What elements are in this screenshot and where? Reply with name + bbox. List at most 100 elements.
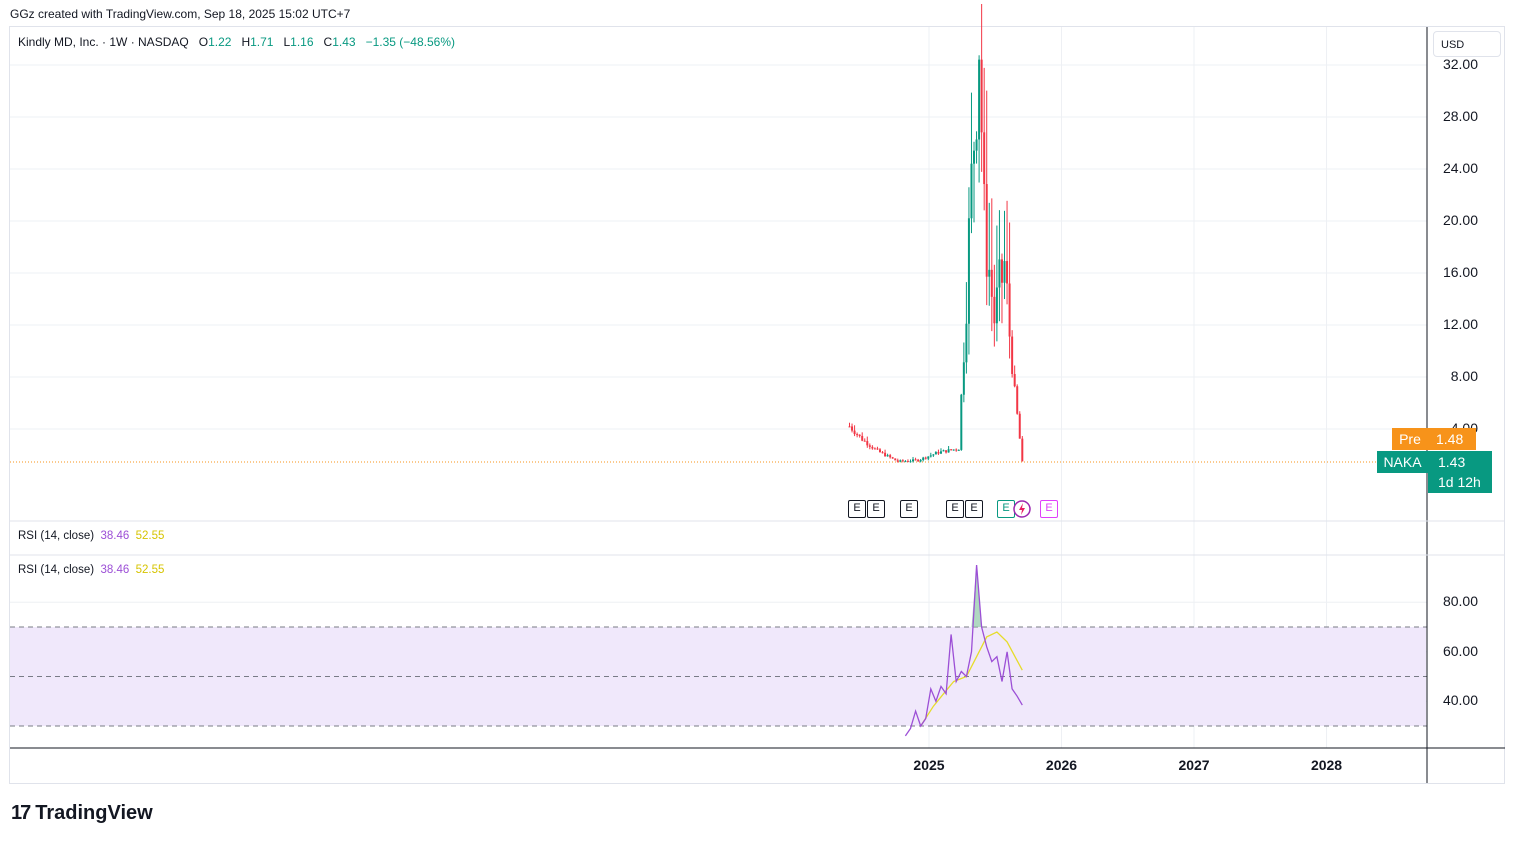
tradingview-logo-mark: 17	[11, 802, 31, 824]
candle-body	[853, 430, 856, 435]
rsi-ma-value: 52.55	[135, 564, 165, 576]
rsi-tick-label: 60.00	[1442, 642, 1478, 659]
dividend-event-icon[interactable]	[1012, 499, 1032, 519]
rsi-ma-line	[920, 631, 1023, 727]
rsi-ma-value: 52.55	[135, 530, 165, 542]
candle-body	[1000, 259, 1003, 283]
candle-body	[1006, 261, 1009, 284]
candle-body	[973, 150, 976, 164]
rsi-band-fill	[10, 627, 1426, 726]
price-tick-label: 20.00	[1442, 212, 1478, 228]
rsi-label: RSI (14, close)	[18, 564, 95, 576]
low-label: L	[283, 35, 291, 49]
rsi-legend[interactable]: RSI (14, close) 38.46 52.55	[18, 564, 164, 576]
currency-selector[interactable]: USD	[1433, 31, 1501, 57]
candle-body	[945, 450, 948, 453]
candle-body	[878, 449, 881, 453]
candle-body	[957, 449, 960, 451]
candle-body	[899, 460, 902, 462]
candle-body	[947, 449, 950, 453]
low-value: 1.16	[290, 35, 314, 49]
earnings-event-icon[interactable]: E	[900, 500, 918, 518]
rsi-line	[904, 565, 1023, 737]
candle-body	[884, 452, 887, 457]
symbol-legend[interactable]: Kindly MD, Inc. · 1W · NASDAQ O1.22 H1.7…	[18, 35, 455, 49]
candle-body	[922, 457, 925, 460]
candle-body	[934, 452, 937, 455]
candle-body	[886, 455, 889, 457]
candle-body	[868, 445, 871, 447]
candle-body	[980, 59, 983, 133]
candle-body	[863, 440, 866, 442]
earnings-event-icon[interactable]: E	[965, 500, 983, 518]
close-value: 1.43	[332, 35, 356, 49]
bar-countdown: 1d 12h	[1438, 474, 1481, 490]
candle-body	[851, 426, 854, 431]
candle-body	[1016, 386, 1019, 414]
candle-body	[848, 426, 851, 428]
candle-body	[983, 132, 986, 185]
earnings-event-icon[interactable]: E	[946, 500, 964, 518]
price-tick-label: 32.00	[1442, 56, 1478, 72]
candle-body	[937, 452, 940, 454]
premarket-price: 1.48	[1428, 428, 1476, 450]
premarket-label: Pre	[1392, 428, 1428, 450]
price-tick-label: 12.00	[1442, 316, 1478, 332]
candle-body	[901, 460, 904, 462]
rsi-tick-label: 40.00	[1442, 692, 1478, 709]
rsi-guide-lines	[10, 626, 1427, 727]
change-value: −1.35 (−48.56%)	[365, 35, 455, 49]
last-price-tag: 1.43 1d 12h	[1428, 451, 1492, 493]
candle-body	[909, 461, 912, 463]
rsi-value: 38.46	[100, 530, 130, 542]
candle-body	[942, 450, 945, 452]
rsi-value: 38.46	[100, 564, 130, 576]
candle-body	[1021, 438, 1024, 462]
candles	[848, 4, 1024, 463]
candle-body	[914, 459, 917, 461]
candle-body	[866, 441, 869, 446]
rsi-legend-collapsed[interactable]: RSI (14, close) 38.46 52.55	[18, 530, 164, 542]
candle-body	[856, 434, 859, 436]
tradingview-logo-text: TradingView	[35, 802, 153, 824]
symbol-name[interactable]: Kindly MD, Inc. · 1W · NASDAQ	[18, 35, 189, 49]
rsi-tick-label: 80.00	[1442, 593, 1478, 610]
candle-body	[993, 296, 996, 324]
price-tick-label: 8.00	[1450, 368, 1478, 384]
candle-body	[1013, 373, 1016, 387]
time-tick-label: 2025	[913, 757, 945, 773]
future-earnings-icon[interactable]: E	[1040, 500, 1058, 518]
candle-body	[1011, 336, 1014, 374]
earnings-event-icon[interactable]: E	[867, 500, 885, 518]
candle-body	[1003, 261, 1006, 283]
candle-body	[985, 184, 988, 277]
high-value: 1.71	[250, 35, 274, 49]
candle-body	[978, 59, 981, 140]
candle-body	[876, 448, 879, 450]
candle-body	[952, 449, 955, 451]
time-tick-label: 2026	[1045, 757, 1078, 773]
tradingview-logo[interactable]: 17 TradingView	[11, 802, 153, 825]
candle-body	[906, 461, 909, 463]
candle-body	[939, 451, 942, 454]
high-label: H	[241, 35, 251, 49]
price-tick-label: 16.00	[1442, 264, 1478, 280]
candle-body	[1018, 413, 1021, 439]
candle-body	[858, 434, 861, 436]
candle-body	[970, 163, 973, 219]
candle-body	[1008, 283, 1011, 337]
candle-body	[871, 446, 874, 449]
candle-body	[873, 448, 876, 450]
chart-credit: GGz created with TradingView.com, Sep 18…	[10, 7, 351, 21]
candle-body	[896, 460, 899, 462]
candle-body	[919, 459, 922, 462]
candle-body	[891, 457, 894, 459]
earnings-event-icon[interactable]: E	[848, 500, 866, 518]
candle-body	[924, 457, 927, 459]
candle-body	[932, 454, 935, 456]
candle-body	[881, 452, 884, 454]
candle-body	[965, 323, 968, 363]
chart-frame	[9, 26, 1505, 784]
price-tick-label: 24.00	[1442, 160, 1478, 176]
